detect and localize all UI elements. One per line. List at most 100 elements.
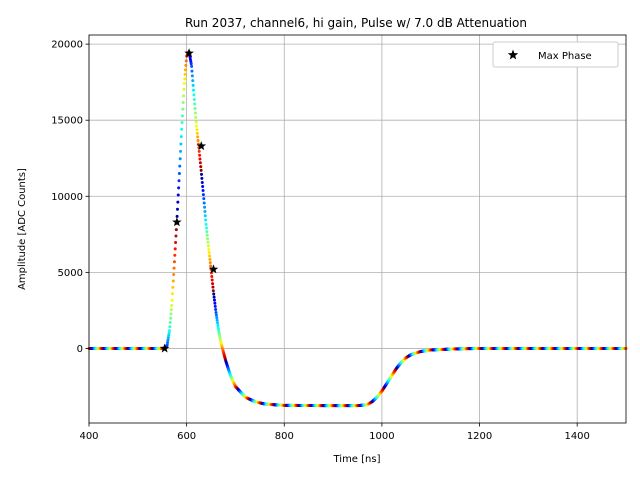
pulse-point [168,320,172,324]
pulse-point [211,282,215,286]
pulse-point [206,240,210,244]
pulse-point [196,135,200,139]
pulse-point [171,292,175,296]
pulse-point [214,307,218,311]
pulse-point [181,107,185,111]
pulse-point [179,142,183,146]
pulse-point [208,254,212,258]
pulse-point [203,210,207,213]
pulse-point [195,128,199,132]
x-axis-label: Time [ns] [332,454,380,465]
pulse-point [165,343,169,347]
y-axis: 0 5000 10000 15000 20000 [51,40,89,355]
y-tick-label: 20000 [51,40,83,51]
pulse-point [183,72,187,76]
pulse-point [201,189,205,193]
pulse-point [182,81,186,85]
pulse-point [209,264,213,268]
chart-title: Run 2037, channel6, hi gain, Pulse w/ 7.… [185,16,527,30]
pulse-point [196,138,200,142]
pulse-point [190,64,194,68]
pulse-point [193,111,197,115]
pulse-point [198,157,202,161]
pulse-point [168,325,172,329]
y-axis-label: Amplitude [ADC Counts] [17,168,28,290]
pulse-point [195,124,199,128]
pulse-point [194,120,198,124]
pulse-point [216,321,220,325]
pulse-point [210,274,214,278]
pulse-point [177,186,181,190]
pulse-point [171,279,175,283]
pulse-point [178,157,182,161]
pulse-point [203,205,207,209]
pulse-point [166,336,170,340]
pulse-point [170,303,174,307]
pulse-point [212,298,216,302]
pulse-point [175,214,179,218]
pulse-point [183,77,187,81]
pulse-point [189,62,193,66]
pulse-point [205,233,209,237]
max-phase-star [172,217,182,227]
pulse-point [211,285,215,289]
pulse-point [191,83,195,87]
x-tick-label: 1400 [564,431,589,442]
pulse-point [191,79,195,83]
pulse-point [214,310,218,314]
pulse-point [207,247,211,251]
pulse-point [216,324,220,328]
pulse-point [215,316,219,320]
plot-area [89,35,626,423]
y-tick-label: 15000 [51,116,83,127]
pulse-point [202,197,206,201]
pulse-point [166,338,170,342]
pulse-point [179,149,183,153]
pulse-point [178,164,182,168]
pulse-point [180,114,184,118]
pulse-point [212,295,216,299]
pulse-point [216,326,220,330]
pulse-point [192,88,195,92]
pulse-point [184,63,188,67]
pulse-point [199,168,203,172]
pulse-point [169,308,173,312]
pulse-point [177,179,181,183]
pulse-point [208,257,212,261]
pulse-point [190,69,194,73]
pulse-point [193,102,197,106]
pulse-point [172,260,176,264]
y-tick-label: 0 [77,344,83,355]
x-tick-label: 400 [79,431,98,442]
pulse-point [167,329,171,333]
pulse-point [174,228,178,232]
pulse-point [173,247,177,251]
pulse-point [170,298,174,302]
pulse-point [176,200,180,204]
x-tick-label: 1200 [467,431,492,442]
y-tick-label: 5000 [58,268,83,279]
pulse-point [177,172,181,176]
pulse-point [201,193,205,197]
pulse-point [211,289,215,293]
pulse-point [201,184,205,188]
pulse-point [198,161,202,165]
pulse-point [167,331,171,335]
pulse-point [214,313,218,317]
pulse-point [192,93,196,97]
pulse-point [197,149,201,153]
pulse-point [194,116,198,120]
pulse-point [183,68,187,72]
pulse-point [175,207,179,211]
pulse-point [169,316,173,320]
pulse-point [204,218,208,222]
pulse-point [171,285,175,289]
pulse-point [213,304,217,308]
pulse-point [182,87,186,91]
max-phase-star [184,48,194,58]
max-phase-star [196,141,207,151]
pulse-point [184,59,188,63]
pulse-point [206,237,210,241]
pulse-point [180,120,184,124]
